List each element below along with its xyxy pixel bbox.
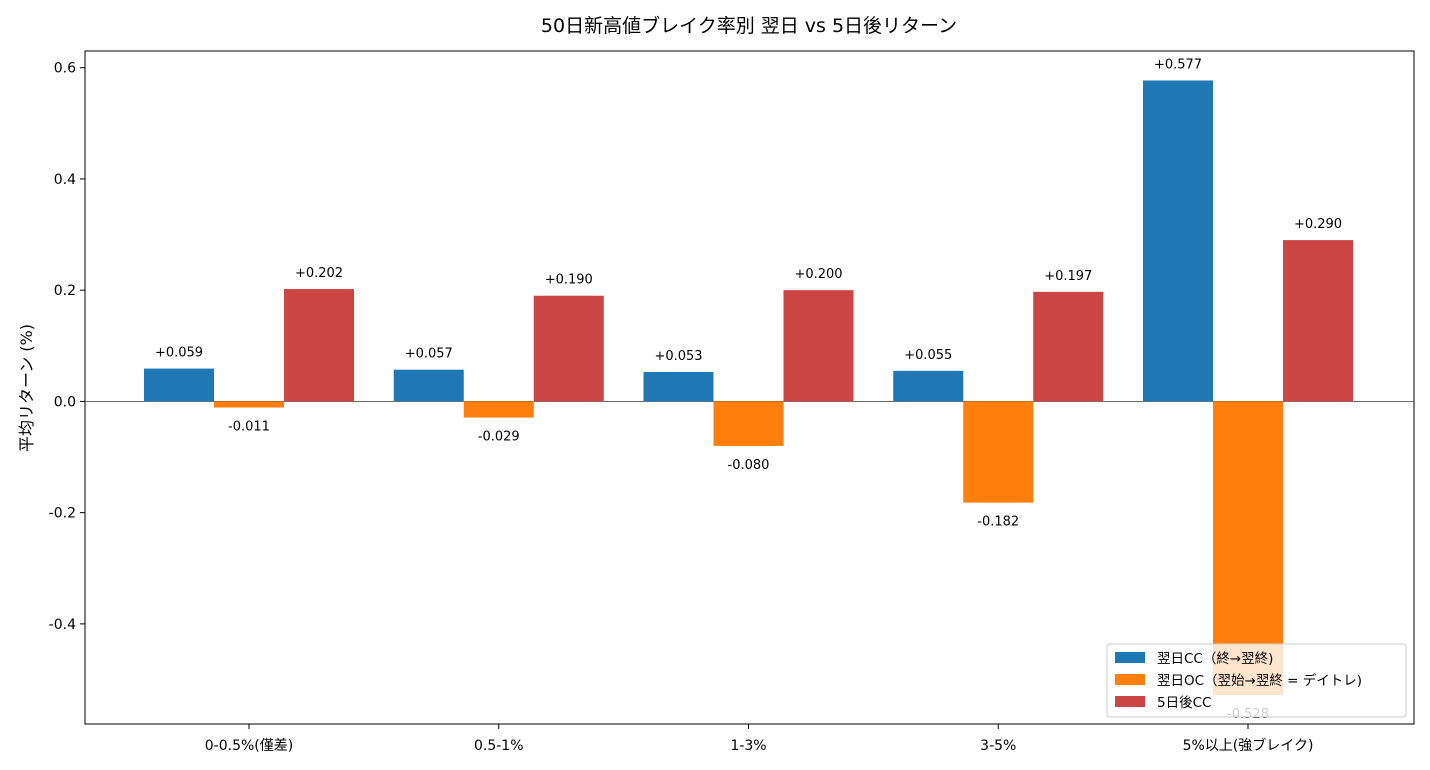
bar-value-label: +0.055 xyxy=(904,348,952,363)
y-tick-label: -0.2 xyxy=(49,506,76,522)
y-tick-label: 0.4 xyxy=(54,172,76,188)
bar-value-label: -0.080 xyxy=(728,458,770,473)
bar-1 xyxy=(643,371,714,402)
bar-3 xyxy=(1033,291,1104,402)
plot-frame xyxy=(84,50,1415,725)
bar-2 xyxy=(713,401,784,446)
bar-3 xyxy=(533,295,604,402)
bar-value-label: +0.057 xyxy=(405,347,453,362)
bar-value-label: +0.202 xyxy=(295,266,343,281)
bar-value-label: -0.011 xyxy=(228,420,270,435)
bar-2 xyxy=(214,401,284,408)
legend-swatch-1 xyxy=(1115,652,1145,663)
legend-swatch-3 xyxy=(1115,696,1145,707)
legend-label-3: 5日後CC xyxy=(1157,695,1211,711)
bar-1 xyxy=(893,370,964,402)
bar-3 xyxy=(1283,240,1353,402)
x-tick-label: 5%以上(強ブレイク) xyxy=(1183,737,1314,754)
bar-3 xyxy=(284,289,354,402)
y-tick-label: 0.0 xyxy=(54,394,76,410)
bar-1 xyxy=(144,368,214,402)
x-tick-label: 3-5% xyxy=(980,738,1016,754)
bar-value-label: +0.190 xyxy=(545,273,593,288)
legend-label-1: 翌日CC（終→翌終) xyxy=(1157,651,1273,667)
x-tick-label: 0.5-1% xyxy=(474,738,524,754)
legend-swatch-2 xyxy=(1115,674,1145,685)
bar-value-label: +0.053 xyxy=(654,349,702,364)
bar-2 xyxy=(463,401,534,418)
y-tick-label: -0.4 xyxy=(49,617,76,633)
legend-box xyxy=(1106,643,1407,718)
legend: 翌日CC（終→翌終) 翌日OC（翌始→翌終 = デイトレ) 5日後CC xyxy=(1106,643,1407,718)
plot-area: -0.4 -0.2 0.0 0.2 0.4 0.6 0-0.5%(僅差) +0.059 -0.0… xyxy=(49,50,1415,754)
y-tick-label: 0.6 xyxy=(54,61,76,77)
x-tick-label: 1-3% xyxy=(730,738,766,754)
bar-value-label: +0.059 xyxy=(155,346,203,361)
bar-value-label: +0.577 xyxy=(1154,57,1202,72)
bar-3 xyxy=(783,290,854,402)
bar-1 xyxy=(393,369,464,402)
bar-2 xyxy=(963,401,1034,503)
bar-1 xyxy=(1143,80,1213,402)
x-tick-label: 0-0.5%(僅差) xyxy=(205,738,293,754)
y-axis-label: 平均リターン (%) xyxy=(17,324,36,452)
bar-value-label: -0.029 xyxy=(478,430,520,445)
bar-value-label: +0.197 xyxy=(1044,269,1092,284)
chart-title: 50日新高値ブレイク率別 翌日 vs 5日後リターン xyxy=(541,14,957,37)
y-tick-label: 0.2 xyxy=(54,283,76,299)
bar-value-label: -0.182 xyxy=(977,515,1019,530)
bar-value-label: +0.200 xyxy=(794,267,842,282)
bar-value-label: +0.290 xyxy=(1294,217,1342,232)
legend-label-2: 翌日OC（翌始→翌終 = デイトレ) xyxy=(1157,672,1362,689)
